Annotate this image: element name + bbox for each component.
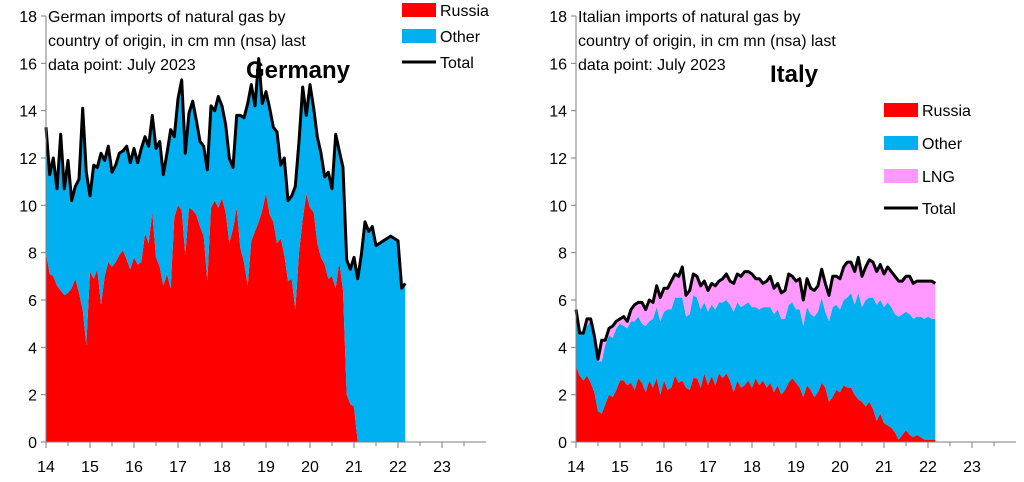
italy-x-tick-label: 16: [655, 459, 673, 476]
italy-legend-russia-label: Russia: [922, 103, 971, 120]
germany-y-tick-label: 18: [19, 9, 37, 26]
italy-legend-lng-swatch: [884, 169, 918, 183]
italy-x-tick-label: 17: [699, 459, 717, 476]
italy-total-line: [574, 255, 937, 361]
italy-x-tick-label: 18: [743, 459, 761, 476]
germany-x-tick-label: 17: [169, 459, 187, 476]
italy-legend-russia-swatch: [884, 103, 918, 117]
germany-y-tick-label: 0: [28, 435, 37, 452]
italy-area-russia: [576, 366, 936, 442]
italy-y-tick-label: 6: [558, 293, 567, 310]
germany-country-label: Germany: [246, 57, 351, 84]
italy-x-tick-label: 21: [875, 459, 893, 476]
germany-area-russia: [46, 193, 406, 442]
germany-legend-total-label: Total: [440, 55, 474, 72]
germany-x-tick-label: 20: [301, 459, 319, 476]
italy-title-line: Italian imports of natural gas by: [578, 9, 800, 26]
germany-x-tick-label: 21: [345, 459, 363, 476]
germany-chart-panel: 0 2 4 6 8 10 12 14 16 18 14 15 16 17 18 19 20 21 22 23 Germa…: [19, 3, 489, 476]
italy-y-tick-label: 0: [558, 435, 567, 452]
germany-total-line: [44, 57, 407, 290]
germany-y-tick-label: 6: [28, 293, 37, 310]
germany-x-tick-label: 14: [37, 459, 55, 476]
italy-x-tick-label: 22: [919, 459, 937, 476]
germany-x-tick-label: 22: [389, 459, 407, 476]
italy-y-tick-label: 10: [549, 198, 567, 215]
germany-title-line: country of origin, in cm mn (nsa) last: [48, 33, 306, 50]
italy-area-other: [576, 292, 936, 440]
germany-legend-russia-swatch: [402, 3, 436, 17]
italy-legend-lng-label: LNG: [922, 169, 955, 186]
italy-chart: 0 2 4 6 8 10 12 14 16 18 14 15 16 17 18 19 20 21 22 23 Itali…: [549, 9, 1016, 476]
germany-y-tick-label: 10: [19, 198, 37, 215]
germany-x-tick-label: 18: [213, 459, 231, 476]
italy-x-tick-label: 19: [787, 459, 805, 476]
germany-legend-other-label: Other: [440, 29, 481, 46]
italy-country-label: Italy: [770, 61, 819, 88]
italy-title-line: data point: July 2023: [578, 57, 726, 74]
italy-area-lng: [576, 257, 936, 362]
italy-y-tick-label: 14: [549, 104, 567, 121]
italy-title-line: country of origin, in cm mn (nsa) last: [578, 33, 836, 50]
germany-legend-russia-label: Russia: [440, 3, 489, 20]
germany-x-tick-label: 19: [257, 459, 275, 476]
germany-y-tick-label: 8: [28, 246, 37, 263]
italy-y-tick-label: 18: [549, 9, 567, 26]
germany-y-tick-label: 12: [19, 151, 37, 168]
italy-legend-other-label: Other: [922, 136, 963, 153]
italy-y-tick-label: 16: [549, 56, 567, 73]
germany-y-tick-label: 2: [28, 388, 37, 405]
italy-y-tick-label: 4: [558, 340, 567, 357]
italy-legend-other-swatch: [884, 136, 918, 150]
italy-y-tick-label: 12: [549, 151, 567, 168]
germany-legend-other-swatch: [402, 29, 436, 43]
germany-title-line: German imports of natural gas by: [48, 9, 285, 26]
italy-y-tick-label: 2: [558, 388, 567, 405]
germany-y-tick-label: 16: [19, 56, 37, 73]
italy-legend-total-label: Total: [922, 201, 956, 218]
italy-x-tick-label: 14: [567, 459, 585, 476]
italy-x-tick-label: 15: [611, 459, 629, 476]
italy-x-tick-label: 23: [963, 459, 981, 476]
germany-chart: 0 2 4 6 8 10 12 14 16 18 14 15 16 17 18 19 20 21 22 23 Germa…: [19, 3, 489, 476]
germany-area-other: [46, 58, 406, 442]
germany-x-tick-label: 15: [81, 459, 99, 476]
italy-y-tick-label: 8: [558, 246, 567, 263]
germany-x-tick-label: 16: [125, 459, 143, 476]
germany-y-tick-label: 14: [19, 104, 37, 121]
germany-y-tick-label: 4: [28, 340, 37, 357]
italy-x-tick-label: 20: [831, 459, 849, 476]
germany-x-tick-label: 23: [433, 459, 451, 476]
italy-chart-panel: 0 2 4 6 8 10 12 14 16 18 14 15 16 17 18 19 20 21 22 23 Itali…: [512, 0, 1024, 482]
germany-title-line: data point: July 2023: [48, 57, 196, 74]
